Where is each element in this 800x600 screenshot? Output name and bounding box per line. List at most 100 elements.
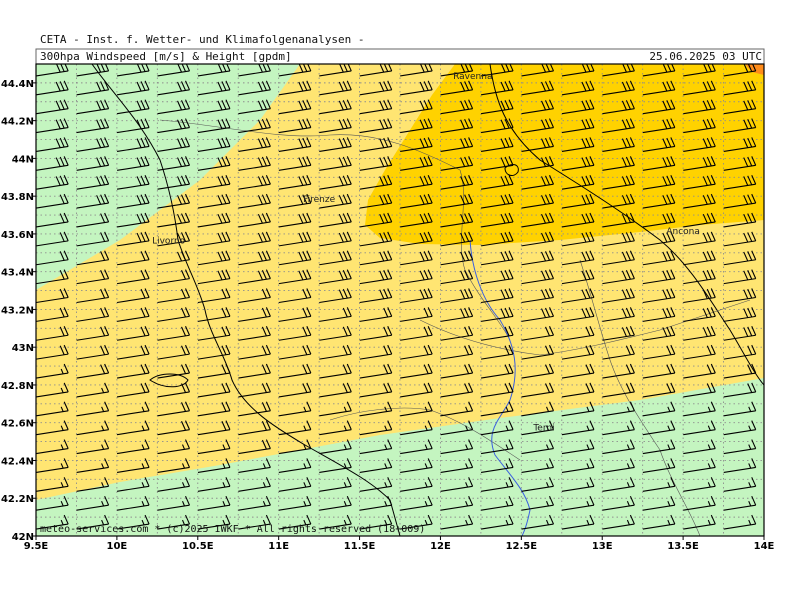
- wind-barb: [319, 231, 352, 247]
- wind-barb: [602, 420, 635, 436]
- wind-barb: [642, 80, 676, 96]
- wind-barb: [36, 363, 69, 379]
- wind-barb: [723, 477, 757, 492]
- wind-barb: [359, 250, 393, 266]
- wind-barb: [683, 80, 716, 96]
- wind-barb: [76, 174, 110, 190]
- wind-barb: [602, 326, 635, 341]
- wind-barb: [278, 495, 312, 511]
- wind-barb: [400, 420, 433, 436]
- wind-barb: [642, 382, 676, 398]
- wind-barb: [440, 212, 474, 228]
- wind-barb: [116, 174, 150, 190]
- wind-barb: [359, 514, 393, 530]
- lon-tick-label: 10E: [107, 541, 128, 552]
- wind-barb: [157, 458, 191, 473]
- wind-barb: [76, 64, 110, 77]
- wind-barb: [76, 401, 110, 417]
- wind-barb: [238, 193, 271, 209]
- wind-barb: [319, 458, 352, 473]
- wind-barb: [400, 137, 433, 153]
- wind-barb: [642, 344, 676, 360]
- wind-barb: [521, 420, 555, 436]
- wind-barb: [319, 439, 352, 455]
- wind-barb: [521, 99, 555, 115]
- wind-barb: [723, 231, 757, 247]
- wind-barb: [521, 326, 555, 341]
- wind-barb: [400, 156, 433, 171]
- wind-barb: [723, 514, 757, 530]
- wind-barb: [157, 80, 191, 96]
- wind-barb: [197, 514, 231, 530]
- wind-barb: [238, 344, 271, 360]
- wind-barb: [197, 80, 231, 96]
- map-title: CETA - Inst. f. Wetter- und Klimafolgena…: [40, 33, 365, 46]
- wind-barb: [602, 193, 635, 209]
- wind-barb: [683, 420, 716, 436]
- wind-barb: [238, 363, 271, 379]
- wind-barb: [116, 477, 150, 492]
- wind-barb: [602, 250, 635, 266]
- wind-barb: [197, 344, 231, 360]
- wind-barb: [76, 307, 110, 322]
- wind-barb: [238, 326, 271, 341]
- wind-barb: [76, 80, 110, 96]
- wind-barb: [116, 382, 150, 398]
- wind-barb: [116, 99, 150, 115]
- wind-barb: [319, 99, 352, 115]
- wind-barb: [36, 382, 69, 398]
- wind-barb: [561, 137, 595, 153]
- wind-barb: [561, 212, 595, 228]
- wind-barb: [440, 401, 474, 417]
- wind-barb: [400, 382, 433, 398]
- wind-barb: [683, 118, 716, 134]
- wind-barb: [197, 363, 231, 379]
- lat-tick-label: 43.6N: [1, 230, 34, 241]
- wind-barb: [480, 137, 514, 153]
- wind-barb: [480, 382, 514, 398]
- wind-barb: [602, 156, 635, 171]
- wind-barb: [400, 99, 433, 115]
- wind-barb: [723, 458, 757, 473]
- wind-barb: [238, 288, 271, 304]
- wind-barb: [561, 401, 595, 417]
- wind-barb: [561, 420, 595, 436]
- wind-barb: [359, 458, 393, 473]
- wind-barb: [76, 250, 110, 266]
- wind-barb: [400, 401, 433, 417]
- wind-barb: [480, 250, 514, 266]
- wind-barb: [400, 307, 433, 322]
- wind-barb: [278, 439, 312, 455]
- wind-barb: [116, 288, 150, 304]
- wind-barb: [359, 269, 393, 285]
- wind-barb: [561, 250, 595, 266]
- wind-barb: [480, 118, 514, 134]
- coastline-tyrrhenian: [91, 64, 401, 536]
- wind-barb: [561, 99, 595, 115]
- wind-barb: [157, 439, 191, 455]
- wind-barb: [400, 326, 433, 341]
- wind-barb: [319, 212, 352, 228]
- wind-barb: [440, 477, 474, 492]
- lat-tick-label: 43.8N: [1, 192, 34, 203]
- wind-barb: [561, 514, 595, 530]
- wind-barb: [723, 269, 757, 285]
- wind-barb: [561, 118, 595, 134]
- wind-barb: [359, 307, 393, 322]
- wind-barb: [723, 212, 757, 228]
- lon-tick-label: 13E: [592, 541, 613, 552]
- coastline-adriatic: [489, 64, 764, 386]
- wind-barb: [440, 326, 474, 341]
- wind-barb: [440, 80, 474, 96]
- lat-tick-label: 44.4N: [1, 79, 34, 90]
- wind-barb: [116, 439, 150, 455]
- wind-barb: [197, 326, 231, 341]
- wind-barb: [278, 212, 312, 228]
- plot-frame: [35, 63, 765, 537]
- wind-barb: [157, 137, 191, 153]
- wind-barb: [359, 382, 393, 398]
- wind-barb: [642, 64, 676, 77]
- wind-barb: [278, 193, 312, 209]
- wind-barb: [723, 420, 757, 436]
- wind-barb: [521, 307, 555, 322]
